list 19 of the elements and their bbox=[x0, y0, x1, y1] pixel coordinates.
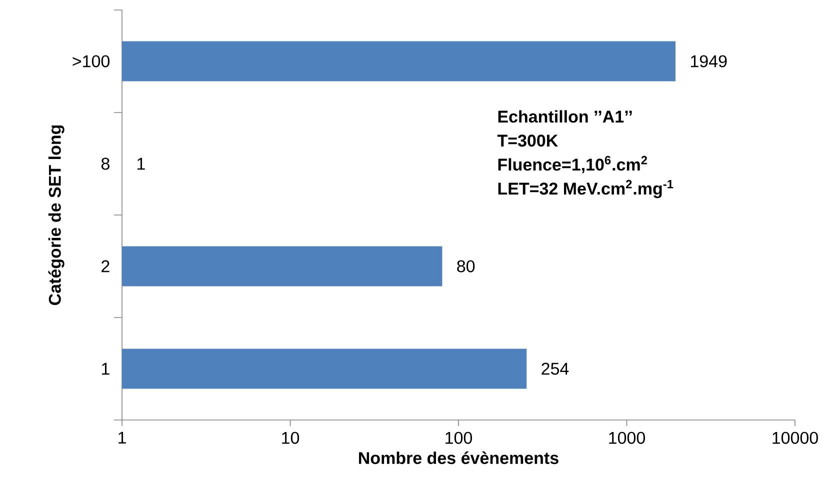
x-tick-label: 10 bbox=[282, 432, 300, 444]
y-axis-title: Catégorie de SET long bbox=[48, 125, 64, 305]
data-label: 1949 bbox=[691, 55, 727, 68]
x-tick-label: 10000 bbox=[772, 432, 818, 444]
annotation: LET=32 MeV.cm$^{2}$.mg$^{-1}$ bbox=[498, 180, 674, 198]
data-label: 80 bbox=[457, 260, 475, 272]
x-tick-label: 1 bbox=[118, 432, 126, 444]
y-tick-label: 8 bbox=[101, 158, 110, 170]
x-axis-title: Nombre des évènements bbox=[359, 451, 558, 464]
x-tick-label: 1000 bbox=[609, 432, 645, 444]
y-tick-label: 1 bbox=[102, 362, 110, 375]
y-tick-label: >100 bbox=[72, 55, 110, 68]
y-tick-label: 2 bbox=[102, 260, 110, 272]
annotation: Echantillon ’’A1’’ bbox=[498, 110, 632, 123]
data-label: 1 bbox=[138, 158, 145, 170]
annotation: T=300K bbox=[497, 134, 558, 147]
x-tick-label: 100 bbox=[446, 432, 472, 444]
annotation: Fluence=1,10$^{6}$.cm$^{2}$ bbox=[498, 156, 648, 174]
data-label: 254 bbox=[542, 362, 569, 375]
